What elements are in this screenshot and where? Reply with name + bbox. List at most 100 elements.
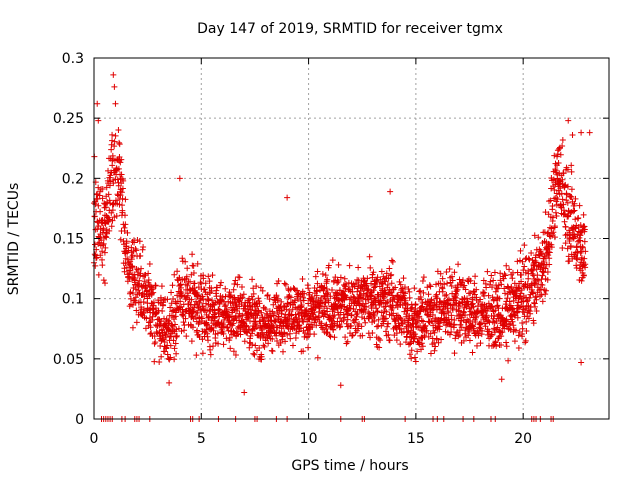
- data-point: [354, 310, 361, 317]
- data-point: [493, 343, 500, 350]
- data-point: [570, 208, 577, 215]
- data-point: [122, 221, 129, 228]
- data-point: [406, 351, 413, 358]
- data-point: [145, 270, 152, 277]
- data-point: [329, 257, 336, 264]
- data-point: [130, 284, 137, 291]
- data-point: [325, 299, 332, 306]
- data-point: [173, 333, 180, 340]
- data-point: [250, 350, 257, 357]
- data-point: [448, 283, 455, 290]
- data-point: [133, 247, 140, 254]
- data-point: [423, 327, 430, 334]
- data-point: [369, 330, 376, 337]
- data-point: [503, 339, 510, 346]
- data-point: [579, 243, 586, 250]
- data-point: [214, 284, 221, 291]
- data-point: [258, 309, 265, 316]
- data-point: [324, 276, 331, 283]
- data-point: [393, 337, 400, 344]
- data-point: [381, 316, 388, 323]
- data-point: [193, 352, 200, 359]
- data-point: [386, 337, 393, 344]
- data-point: [460, 337, 467, 344]
- data-point: [337, 323, 344, 330]
- data-point: [148, 330, 155, 337]
- data-point: [521, 263, 528, 270]
- data-point: [330, 315, 337, 322]
- data-point: [230, 348, 237, 355]
- data-point: [385, 331, 392, 338]
- data-point: [246, 344, 253, 351]
- data-point: [119, 207, 126, 214]
- data-point: [314, 268, 321, 275]
- data-point: [164, 351, 171, 358]
- data-point: [471, 280, 478, 287]
- data-point: [373, 279, 380, 286]
- data-point: [477, 296, 484, 303]
- data-point: [411, 354, 418, 361]
- data-point: [197, 279, 204, 286]
- data-point: [103, 184, 110, 191]
- data-point: [196, 299, 203, 306]
- data-point: [492, 307, 499, 314]
- data-point: [111, 138, 118, 145]
- data-point: [258, 353, 265, 360]
- data-point: [456, 332, 463, 339]
- data-point: [525, 315, 532, 322]
- data-point: [344, 316, 351, 323]
- y-tick-label: 0.15: [53, 232, 84, 248]
- data-point: [176, 275, 183, 282]
- data-point: [466, 337, 473, 344]
- data-point: [542, 209, 549, 216]
- data-point: [192, 313, 199, 320]
- data-point: [531, 281, 538, 288]
- data-point: [546, 198, 553, 205]
- data-point: [275, 277, 282, 284]
- data-point: [180, 319, 187, 326]
- data-point: [386, 265, 393, 272]
- data-point: [190, 262, 197, 269]
- data-point: [532, 280, 539, 287]
- data-point: [498, 342, 505, 349]
- data-point: [406, 288, 413, 295]
- data-point: [160, 297, 167, 304]
- data-point: [278, 310, 285, 317]
- data-point: [132, 246, 139, 253]
- data-point: [578, 129, 585, 136]
- data-point: [249, 276, 256, 283]
- data-point: [573, 243, 580, 250]
- data-point: [556, 145, 563, 152]
- data-point: [274, 280, 281, 287]
- data-point: [191, 301, 198, 308]
- data-point: [520, 267, 527, 274]
- data-point: [388, 271, 395, 278]
- data-point: [312, 313, 319, 320]
- data-point: [100, 240, 107, 247]
- data-point: [387, 272, 394, 279]
- data-point: [549, 232, 556, 239]
- data-point: [173, 326, 180, 333]
- data-point: [239, 312, 246, 319]
- data-point: [526, 294, 533, 301]
- data-point: [488, 331, 495, 338]
- data-point: [167, 342, 174, 349]
- data-point: [418, 296, 425, 303]
- data-point: [207, 351, 214, 358]
- data-point: [419, 343, 426, 350]
- data-point: [439, 288, 446, 295]
- data-point: [371, 318, 378, 325]
- data-point: [517, 247, 524, 254]
- data-point: [525, 307, 532, 314]
- data-point: [419, 300, 426, 307]
- data-point: [194, 309, 201, 316]
- data-point: [305, 344, 312, 351]
- data-point: [115, 127, 122, 134]
- data-point: [340, 288, 347, 295]
- data-point: [472, 318, 479, 325]
- data-point: [93, 254, 100, 261]
- data-point: [549, 214, 556, 221]
- data-point: [529, 267, 536, 274]
- y-tick-label: 0.2: [62, 171, 84, 187]
